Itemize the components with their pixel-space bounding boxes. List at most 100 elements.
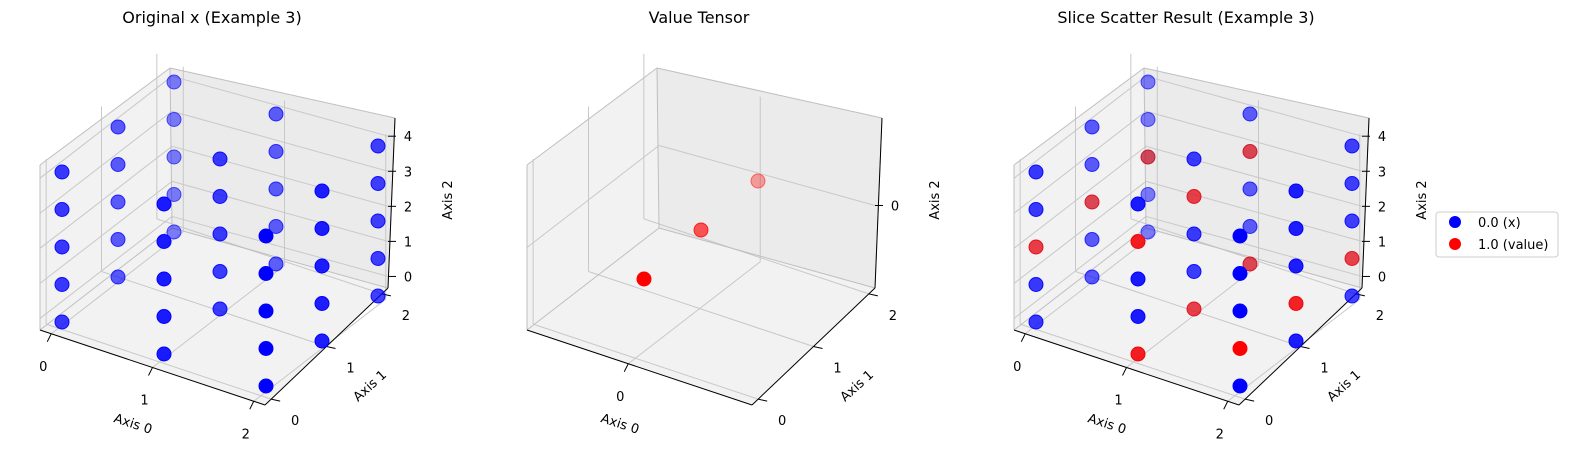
data-point-value (1130, 346, 1146, 362)
z-grid-line (1145, 215, 1363, 277)
y-tick-label: 0 (1265, 414, 1273, 429)
data-point-x (1130, 309, 1146, 324)
z-tick-label: 2 (1378, 200, 1386, 215)
y-tick (758, 398, 768, 402)
y-axis-label: Axis 1 (1325, 368, 1364, 405)
data-point (370, 288, 386, 304)
z-grid-line (39, 145, 173, 249)
data-point (314, 296, 330, 311)
legend-label: 0.0 (x) (1478, 216, 1521, 231)
x-tick (249, 401, 255, 410)
z-grid-line (171, 145, 389, 207)
data-point-x (1084, 157, 1100, 172)
data-point (258, 266, 274, 281)
data-point-value (1232, 341, 1248, 356)
data-point-x (1232, 228, 1248, 244)
y-grid-line (1130, 218, 1357, 295)
data-point-value (1028, 239, 1044, 255)
data-point (156, 346, 172, 362)
data-point (636, 271, 652, 287)
z-axis-line (387, 117, 396, 289)
x-tick (1020, 333, 1026, 342)
y-tick-label: 2 (1376, 309, 1384, 324)
data-point (54, 277, 70, 292)
data-point-x (1288, 258, 1304, 274)
chart-title: Slice Scatter Result (Example 3) (1057, 8, 1314, 27)
data-point-x (1344, 213, 1360, 229)
pane-edge (526, 67, 658, 166)
z-grid-line (39, 75, 173, 179)
z-grid-line (1013, 110, 1147, 214)
data-point-x (1084, 232, 1100, 247)
data-point (166, 224, 182, 240)
data-point (314, 258, 330, 274)
y-tick-label: 1 (1320, 362, 1328, 377)
z-tick-label: 4 (1378, 130, 1386, 145)
y-tick (271, 398, 281, 402)
data-point (166, 149, 182, 165)
chart-slice-scatter-result: 0 1 2 0 1 2 0 1 2 3 4 Axis 0 Axis 1 Axis 2 Slice Scatt… (1013, 8, 1430, 442)
legend: 0.0 (x) 1.0 (value) (1435, 211, 1559, 258)
data-point (314, 333, 330, 349)
x-tick-label: 1 (140, 394, 148, 409)
data-point (54, 239, 70, 255)
z-axis-label: Axis 2 (928, 180, 943, 219)
z-axis-line (874, 117, 883, 289)
data-point-x (1028, 314, 1044, 330)
y-tick (813, 346, 823, 349)
y-tick-label: 2 (402, 309, 410, 324)
z-axis-label: Axis 2 (441, 180, 456, 219)
x-axis-line (526, 329, 753, 406)
data-point (166, 187, 182, 202)
y-grid-line (45, 323, 272, 400)
data-point-x (1140, 224, 1156, 240)
z-tick-label: 1 (1378, 235, 1386, 250)
left-pane (527, 68, 659, 330)
data-point-value (1186, 301, 1202, 317)
data-point (370, 213, 386, 229)
x-tick-label: 0 (39, 360, 47, 375)
data-point-x (1242, 219, 1258, 234)
x-tick (46, 333, 52, 342)
data-point-x (1140, 187, 1156, 202)
data-point-x (1232, 303, 1248, 319)
y-tick (326, 346, 336, 349)
data-point-x (1084, 269, 1100, 285)
data-point-x (1186, 264, 1202, 279)
data-point-x (1028, 164, 1044, 180)
z-tick-label: 1 (404, 235, 412, 250)
data-point-x (1130, 271, 1146, 287)
z-grid-line (1145, 145, 1363, 207)
z-tick-label: 3 (1378, 165, 1386, 180)
chart-value-tensor: 0 0 1 2 0 Axis 0 Axis 1 Axis 2 Value Tensor (526, 8, 943, 438)
z-tick-label: 4 (404, 130, 412, 145)
z-grid-line (39, 110, 173, 214)
x-tick-label: 2 (242, 427, 250, 442)
data-point (370, 176, 386, 191)
legend-marker (1449, 238, 1461, 250)
data-point (156, 271, 172, 287)
data-point-x (1344, 176, 1360, 191)
y-tick-label: 0 (291, 414, 299, 429)
data-point-x (1140, 74, 1156, 90)
floor-pane (1014, 228, 1362, 405)
data-point (750, 173, 766, 189)
y-tick-label: 0 (778, 414, 786, 429)
data-point (110, 119, 126, 135)
pane-edge (656, 67, 883, 119)
x-grid-line (1227, 298, 1361, 402)
data-point-x (1232, 378, 1248, 394)
y-tick-label: 2 (889, 309, 897, 324)
data-point-value (1288, 296, 1304, 311)
data-point (166, 112, 182, 127)
data-point-x (1288, 221, 1304, 236)
data-point (314, 183, 330, 199)
x-grid-line (253, 298, 387, 402)
z-grid-line (1013, 75, 1147, 179)
data-point (212, 151, 228, 167)
pane-edge (169, 67, 396, 119)
y-grid-line (643, 218, 870, 295)
z-tick-label: 2 (404, 200, 412, 215)
data-point (693, 222, 709, 238)
